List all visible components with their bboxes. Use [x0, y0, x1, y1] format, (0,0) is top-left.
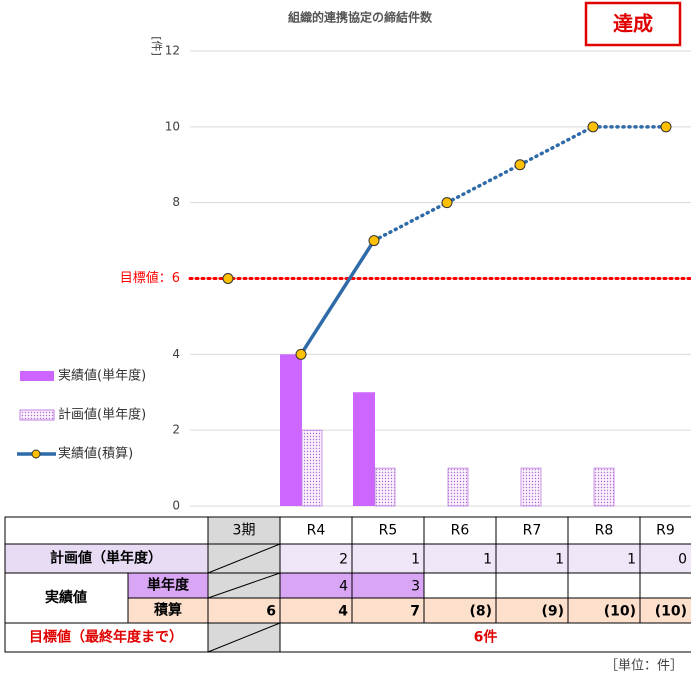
- line-segment: [518, 125, 595, 167]
- header-cell: [567, 516, 641, 545]
- cell: [567, 543, 641, 574]
- row-label-cell: [4, 622, 209, 653]
- cell: [351, 543, 425, 574]
- y-tick-label: 0: [172, 499, 180, 513]
- cell-text: 1: [411, 552, 420, 568]
- y-unit: [件]: [150, 36, 163, 56]
- cell: [639, 543, 691, 574]
- header-cell: [4, 516, 209, 545]
- line-point: [660, 121, 672, 133]
- unit-note: ［単位：件］: [605, 658, 683, 674]
- legend-marker: [31, 449, 41, 459]
- cell: [495, 572, 569, 599]
- header-cell: [207, 516, 281, 545]
- line-point: [441, 197, 453, 209]
- y-tick-label: 2: [172, 423, 180, 437]
- slash: [207, 572, 281, 599]
- cell-text: 1: [627, 552, 636, 568]
- column-header: 3期: [233, 523, 256, 539]
- y-tick-label: 4: [172, 347, 180, 361]
- cell-text: (10): [655, 604, 687, 620]
- column-header: R9: [656, 523, 675, 539]
- column-header: R4: [307, 523, 326, 539]
- line-segment: [372, 200, 449, 243]
- bar: [301, 429, 323, 507]
- cell-text: 1: [555, 552, 564, 568]
- chart-title: 組織的連携協定の締結件数: [288, 10, 433, 25]
- line-point: [514, 159, 526, 171]
- row-label: 単年度: [147, 577, 190, 594]
- row-label: 積算: [153, 602, 182, 619]
- legend-swatch: [19, 409, 55, 421]
- row-label-cell: [127, 597, 209, 624]
- bar: [593, 467, 615, 507]
- bar: [374, 467, 396, 507]
- line-segment: [299, 238, 376, 357]
- legend-label: 実績値(単年度): [58, 368, 146, 384]
- column-header: R6: [451, 523, 470, 539]
- cell: [423, 543, 497, 574]
- cell-text: 7: [410, 604, 420, 620]
- line-point: [368, 235, 380, 247]
- column-header: R5: [379, 523, 398, 539]
- header-cell: [639, 516, 691, 545]
- badge-box: [584, 1, 682, 47]
- y-tick-label: 10: [165, 119, 180, 133]
- y-tick-label: 8: [172, 195, 180, 209]
- cell-text: 4: [338, 604, 348, 620]
- line-segment: [445, 163, 522, 205]
- cell-text: 6: [266, 604, 276, 620]
- cell-text: (9): [541, 604, 564, 620]
- bar: [520, 467, 542, 507]
- row-label-cell: [4, 572, 129, 624]
- badge: 達成: [613, 12, 653, 36]
- row-label: 実績値: [45, 589, 87, 606]
- cell-text: 0: [678, 552, 687, 568]
- legend-label: 実績値(積算): [58, 446, 133, 462]
- table: 3期 R4 R5 R6 R7 R8 R9 計画値（単年度） 2 1 1 1 1 0 実績値 単年度 4 3 積算 6 4…: [4, 516, 691, 653]
- line-point: [587, 121, 599, 133]
- cell-text: (8): [469, 604, 492, 620]
- slash: [207, 622, 281, 653]
- cell-text: 3: [411, 579, 420, 595]
- bar: [280, 354, 302, 506]
- cell: [567, 572, 641, 599]
- bar: [447, 467, 469, 507]
- line-point: [222, 273, 234, 284]
- column-header: R7: [523, 523, 542, 539]
- y-tick-label: 12: [165, 44, 180, 58]
- row-label: 目標値（最終年度まで）: [29, 629, 183, 646]
- y-tick-label: 目標値：6: [120, 270, 180, 286]
- cell: [279, 572, 353, 599]
- row-label: 計画値（単年度）: [50, 550, 162, 567]
- cell: [495, 597, 569, 624]
- cell: [639, 572, 691, 599]
- bar: [353, 392, 375, 506]
- cell: [639, 597, 691, 624]
- target-text: 6件: [474, 629, 498, 646]
- cell-text: 4: [339, 579, 348, 595]
- line-point: [295, 348, 307, 360]
- header-cell: [351, 516, 425, 545]
- row-label-cell: [4, 543, 209, 574]
- cell: [423, 572, 497, 599]
- legend-swatch: [20, 371, 54, 381]
- cell: [279, 622, 691, 653]
- cell-text: 2: [339, 552, 348, 568]
- slash: [207, 543, 281, 574]
- legend-label: 計画値(単年度): [58, 407, 146, 423]
- column-header: R8: [595, 523, 614, 539]
- cell-text: (10): [604, 604, 636, 620]
- cell-text: 1: [483, 552, 492, 568]
- header-cell: [495, 516, 569, 545]
- header-cell: [423, 516, 497, 545]
